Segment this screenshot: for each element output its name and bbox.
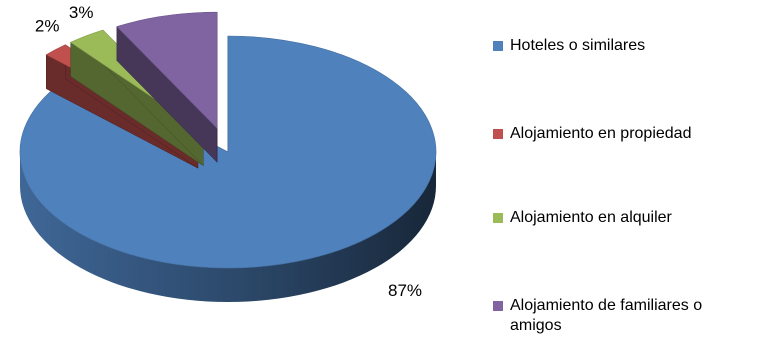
legend-swatch-alquiler <box>493 213 503 223</box>
legend-swatch-propiedad <box>493 129 503 139</box>
legend-label-propiedad: Alojamiento en propiedad <box>510 125 692 142</box>
slice-side-hoteles <box>20 152 436 302</box>
data-label-alquiler: 3% <box>69 3 94 22</box>
legend-swatch-hoteles <box>493 41 503 51</box>
legend-label-familiares: Alojamiento de familiares o amigos <box>510 297 703 334</box>
data-label-familiares: 8% <box>154 0 179 2</box>
data-label-hoteles: 87% <box>388 281 422 300</box>
slice-top-familiares <box>116 11 218 129</box>
legend-item-propiedad: Alojamiento en propiedad <box>493 124 691 144</box>
legend-swatch-familiares <box>493 301 503 311</box>
legend-label-alquiler: Alojamiento en alquiler <box>510 209 672 226</box>
legend-item-familiares: Alojamiento de familiares o amigos <box>493 296 755 336</box>
legend-label-hoteles: Hoteles o similares <box>510 37 646 54</box>
legend-item-alquiler: Alojamiento en alquiler <box>493 208 672 228</box>
data-label-propiedad: 2% <box>35 17 60 36</box>
slice-top-hoteles <box>19 35 437 269</box>
legend-item-hoteles: Hoteles o similares <box>493 36 645 56</box>
slice-familiares <box>116 11 218 163</box>
